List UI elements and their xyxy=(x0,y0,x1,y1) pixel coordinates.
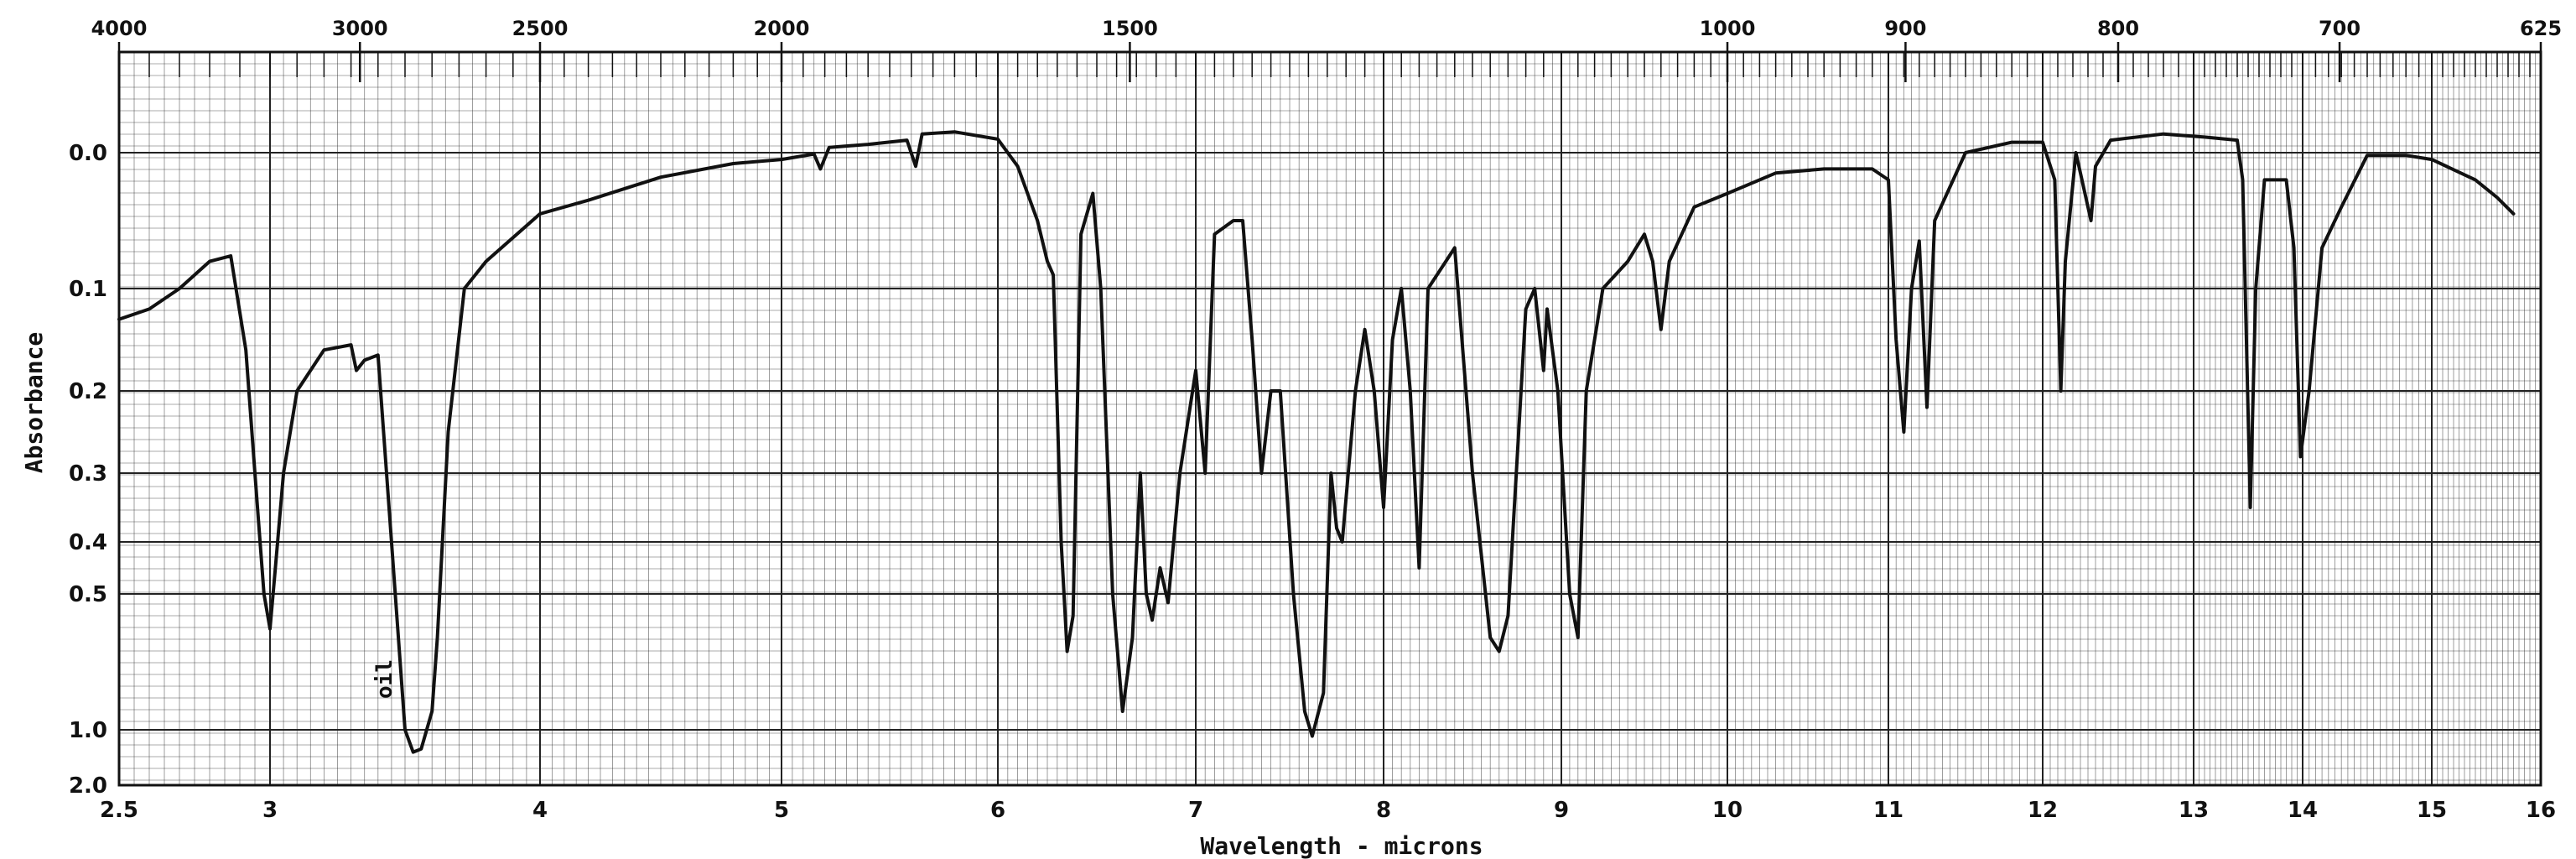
major-grid xyxy=(117,50,2542,787)
top-tick-label: 1000 xyxy=(1700,17,1756,40)
x-axis-title: Wavelength - microns xyxy=(1200,832,1483,859)
top-tick-label: 3000 xyxy=(332,17,388,40)
annotation-layer: oil xyxy=(372,659,397,699)
x-tick-label: 4 xyxy=(532,798,548,823)
x-tick-label: 2.5 xyxy=(100,798,138,823)
y-tick-label: 1.0 xyxy=(69,718,107,743)
top-tick-label: 900 xyxy=(1884,17,1926,40)
left-absorbance-axis: 0.0 0.1 0.2 0.3 0.4 0.5 1.0 2.0 xyxy=(69,141,107,799)
y-tick-label: 0.1 xyxy=(69,277,107,302)
minor-grid xyxy=(118,51,2542,785)
y-tick-label: 2.0 xyxy=(69,773,107,799)
top-tick-label: 2500 xyxy=(512,17,569,40)
x-tick-label: 15 xyxy=(2417,798,2447,823)
x-tick-label: 16 xyxy=(2526,798,2556,823)
y-tick-label: 0.3 xyxy=(69,461,107,487)
annotation-label: oil xyxy=(372,659,397,699)
y-tick-label: 0.4 xyxy=(69,530,107,555)
x-tick-label: 10 xyxy=(1712,798,1742,823)
x-tick-label: 7 xyxy=(1188,798,1203,823)
spectrum-line xyxy=(117,130,2516,754)
x-tick-label: 12 xyxy=(2028,798,2058,823)
x-tick-label: 5 xyxy=(774,798,789,823)
top-wavenumber-axis: 4000 3000 2500 2000 1500 1000 900 800 700 625 xyxy=(91,17,2562,82)
spectrum-layer xyxy=(117,130,2516,754)
x-tick-label: 9 xyxy=(1554,798,1569,823)
top-tick-label: 625 xyxy=(2520,17,2562,40)
bottom-wavelength-axis: 2.5 3 4 5 6 7 8 9 10 11 12 13 14 15 16 xyxy=(100,798,2556,823)
y-tick-label: 0.5 xyxy=(69,582,107,607)
y-axis-title: Absorbance xyxy=(20,332,48,474)
y-tick-label: 0.2 xyxy=(69,379,107,404)
top-tick-label: 1500 xyxy=(1102,17,1158,40)
top-tick-label: 2000 xyxy=(754,17,810,40)
x-tick-label: 14 xyxy=(2288,798,2318,823)
x-tick-label: 13 xyxy=(2179,798,2209,823)
plot-frame xyxy=(117,50,2542,787)
y-tick-label: 0.0 xyxy=(69,141,107,166)
x-tick-label: 6 xyxy=(990,798,1005,823)
x-tick-label: 3 xyxy=(262,798,278,823)
x-tick-label: 8 xyxy=(1376,798,1391,823)
top-tick-label: 4000 xyxy=(91,17,148,40)
x-tick-label: 11 xyxy=(1873,798,1903,823)
top-tick-label: 800 xyxy=(2097,17,2139,40)
top-tick-label: 700 xyxy=(2319,17,2360,40)
